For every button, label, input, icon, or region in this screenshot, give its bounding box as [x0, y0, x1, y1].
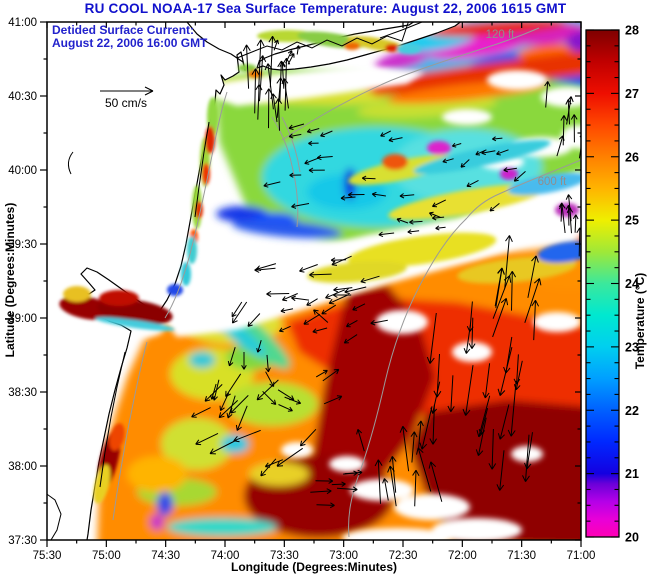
colorbar-tick-label: 27 — [625, 87, 639, 101]
depth-contour-label: 600 ft — [538, 176, 568, 188]
colorbar-tick-label: 22 — [625, 404, 639, 418]
colorbar-tick-label: 21 — [625, 467, 639, 481]
x-axis-title: Longitude (Degrees:Minutes) — [230, 560, 397, 574]
scale-arrow-label: 50 cm/s — [104, 96, 147, 110]
y-tick-label: 39:00 — [8, 313, 37, 325]
y-tick-label: 39:30 — [8, 239, 37, 251]
colorbar-tick-label: 24 — [625, 277, 639, 291]
x-tick-label: 72:30 — [389, 550, 418, 562]
depth-contour-label: 120 ft — [486, 29, 516, 41]
x-tick-label: 71:00 — [567, 550, 596, 562]
colorbar-tick-label: 20 — [625, 531, 639, 545]
x-tick-label: 74:00 — [211, 550, 240, 562]
coast-detail-lines — [47, 22, 424, 540]
current-vectors — [191, 35, 581, 509]
current-legend-line2: August 22, 2006 16:00 GMT — [52, 36, 208, 50]
colorbar: 28 27 26 25 24 23 22 21 20 — [585, 24, 639, 545]
y-tick-label: 38:00 — [8, 461, 37, 473]
scale-arrow — [100, 86, 154, 96]
current-legend-line1: Detided Surface Current: — [52, 23, 195, 37]
colorbar-ticks — [586, 29, 619, 538]
y-tick-label: 40:30 — [8, 91, 37, 103]
y-tick-label: 38:30 — [8, 387, 37, 399]
colorbar-tick-label: 28 — [625, 24, 639, 38]
x-tick-label: 73:00 — [329, 550, 358, 562]
x-tick-label: 72:00 — [448, 550, 477, 562]
y-tick-label: 40:00 — [8, 165, 37, 177]
x-tick-label: 75:30 — [33, 550, 62, 562]
x-tick-label: 74:30 — [151, 550, 180, 562]
y-tick-label: 41:00 — [8, 17, 37, 29]
x-tick-label: 75:00 — [92, 550, 121, 562]
figure-title: RU COOL NOAA-17 Sea Surface Temperature:… — [84, 1, 567, 16]
sst-streaks — [307, 139, 581, 284]
colorbar-title: Temperature (°C) — [633, 272, 647, 370]
colorbar-tick-label: 26 — [625, 150, 639, 164]
x-tick-label: 71:30 — [507, 550, 536, 562]
colorbar-tick-label: 25 — [625, 214, 639, 228]
axis-ticks — [40, 21, 582, 547]
x-tick-label: 73:30 — [270, 550, 299, 562]
plot-area: 120 ft 600 ft 75:30 75:00 74:30 74:00 73:30 73:… — [8, 17, 596, 562]
y-axis-title: Latitude (Degrees:Minutes) — [3, 202, 17, 358]
colorbar-tick-label: 23 — [625, 340, 639, 354]
y-tick-label: 37:30 — [8, 535, 37, 547]
